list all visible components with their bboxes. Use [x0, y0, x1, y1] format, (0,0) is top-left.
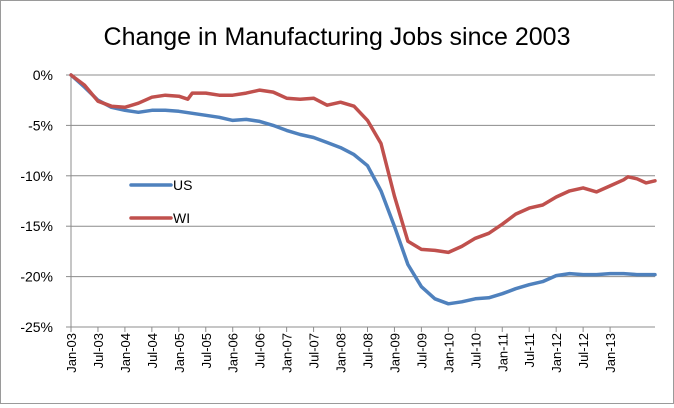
- series-line-us: [69, 73, 657, 306]
- x-tick-label: Jan-10: [441, 333, 456, 373]
- x-axis-ticks: Jan-03 Jul-03 Jan-04 Jul-04 Jan-05 Jul-05 Jan-…: [64, 327, 618, 373]
- x-tick-label: Jan-12: [549, 333, 564, 373]
- x-tick-label: Jan-05: [172, 333, 187, 373]
- y-tick-label: -25%: [20, 319, 53, 335]
- x-tick-label: Jul-10: [468, 333, 483, 368]
- x-tick-label: Jul-03: [91, 333, 106, 368]
- series-line-wi: [69, 73, 657, 255]
- y-tick-label: -15%: [20, 218, 53, 234]
- x-tick-label: Jul-09: [414, 333, 429, 368]
- x-tick-label: Jul-11: [522, 333, 537, 367]
- x-tick-label: Jan-13: [603, 333, 618, 373]
- y-tick-label: -10%: [20, 168, 53, 184]
- y-tick-label: 0%: [33, 67, 53, 83]
- axes: [70, 75, 655, 328]
- gridlines: [71, 74, 655, 278]
- x-tick-label: Jul-06: [253, 333, 268, 368]
- legend-label-us: US: [173, 177, 192, 193]
- x-tick-label: Jul-08: [360, 333, 375, 368]
- legend: US WI: [129, 177, 192, 226]
- x-tick-label: Jan-09: [387, 333, 402, 373]
- x-tick-label: Jan-11: [495, 333, 510, 372]
- x-tick-label: Jan-08: [334, 333, 349, 373]
- x-tick-label: Jul-12: [576, 333, 591, 368]
- y-tick-label: -5%: [28, 117, 53, 133]
- legend-label-wi: WI: [173, 210, 190, 226]
- x-tick-label: Jan-03: [64, 333, 79, 373]
- chart-title: Change in Manufacturing Jobs since 2003: [104, 23, 571, 51]
- y-axis-ticks: 0% -5% -10% -15% -20% -25%: [20, 67, 71, 335]
- x-tick-label: Jan-06: [226, 333, 241, 373]
- x-tick-label: Jan-07: [280, 333, 295, 373]
- x-tick-label: Jan-04: [118, 333, 133, 373]
- x-tick-label: Jul-05: [199, 333, 214, 368]
- x-tick-label: Jul-07: [307, 333, 322, 368]
- series-lines: [69, 73, 657, 306]
- x-tick-label: Jul-04: [145, 333, 160, 368]
- y-tick-label: -20%: [20, 269, 53, 285]
